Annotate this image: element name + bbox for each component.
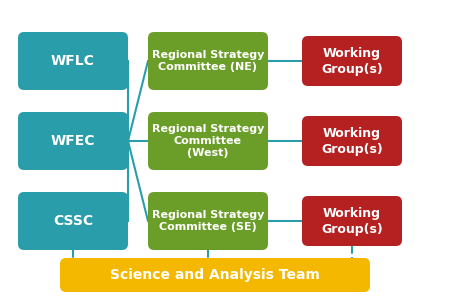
Text: Regional Strategy
Committee (NE): Regional Strategy Committee (NE) (151, 50, 263, 72)
FancyBboxPatch shape (302, 36, 401, 86)
FancyBboxPatch shape (302, 196, 401, 246)
Text: Science and Analysis Team: Science and Analysis Team (110, 268, 319, 282)
FancyBboxPatch shape (148, 192, 268, 250)
FancyBboxPatch shape (148, 32, 268, 90)
Text: WFEC: WFEC (50, 134, 95, 148)
Text: WFLC: WFLC (51, 54, 95, 68)
FancyBboxPatch shape (18, 32, 128, 90)
Text: Regional Strategy
Committee
(West): Regional Strategy Committee (West) (151, 124, 263, 158)
Text: CSSC: CSSC (53, 214, 93, 228)
FancyBboxPatch shape (18, 112, 128, 170)
FancyBboxPatch shape (302, 116, 401, 166)
Text: Working
Group(s): Working Group(s) (320, 127, 382, 155)
Text: Regional Strategy
Committee (SE): Regional Strategy Committee (SE) (151, 210, 263, 232)
FancyBboxPatch shape (18, 192, 128, 250)
FancyBboxPatch shape (148, 112, 268, 170)
Text: Working
Group(s): Working Group(s) (320, 46, 382, 76)
Text: Working
Group(s): Working Group(s) (320, 206, 382, 236)
FancyBboxPatch shape (60, 258, 369, 292)
